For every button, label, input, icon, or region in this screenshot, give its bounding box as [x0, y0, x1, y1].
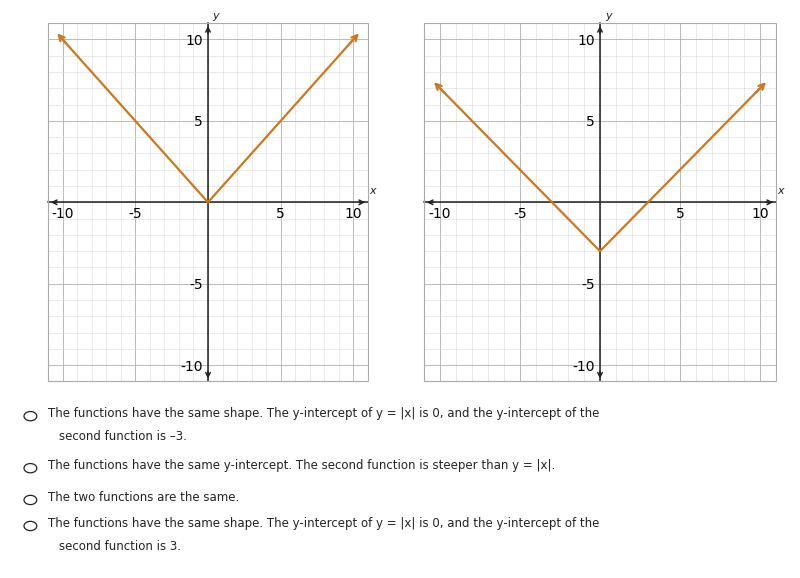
Text: The functions have the same shape. The y-intercept of y = |x| is 0, and the y-in: The functions have the same shape. The y… [48, 517, 599, 529]
Text: The two functions are the same.: The two functions are the same. [48, 491, 239, 503]
Text: The functions have the same y-intercept. The second function is steeper than y =: The functions have the same y-intercept.… [48, 459, 555, 472]
Text: The functions have the same shape. The y-intercept of y = |x| is 0, and the y-in: The functions have the same shape. The y… [48, 407, 599, 420]
Text: x: x [778, 186, 784, 196]
Text: second function is –3.: second function is –3. [59, 431, 187, 443]
Text: x: x [370, 186, 376, 196]
Text: y: y [605, 12, 611, 21]
Text: second function is 3.: second function is 3. [59, 540, 181, 553]
Text: y: y [212, 12, 219, 21]
